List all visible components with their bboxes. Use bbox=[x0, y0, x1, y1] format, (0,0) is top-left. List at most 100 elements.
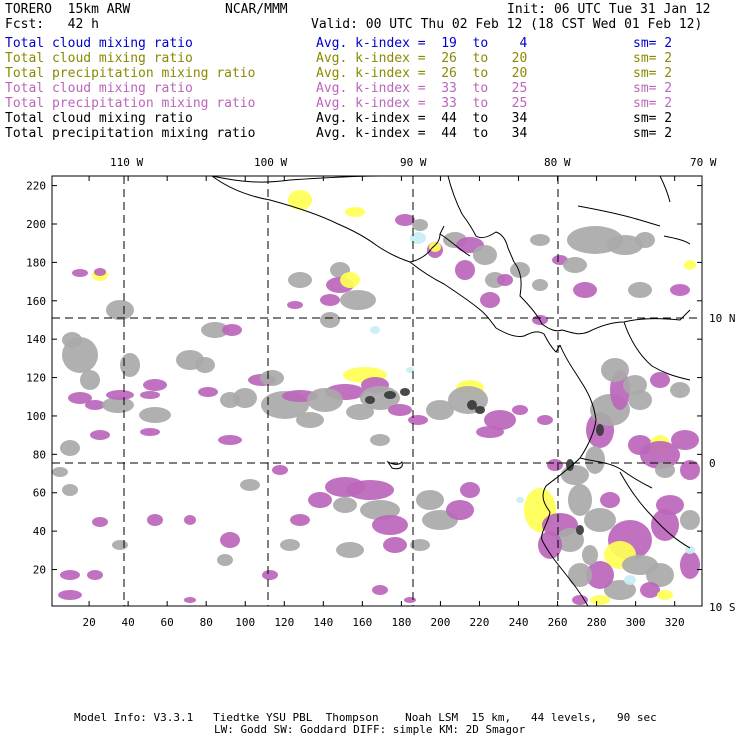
x-tick-label: 300 bbox=[626, 616, 646, 629]
top-lon-labels: 110 W 100 W 90 W 80 W 70 W bbox=[110, 156, 717, 169]
field-blob-gray bbox=[670, 382, 690, 398]
field-blob-purple bbox=[404, 597, 416, 603]
field-blob-gray bbox=[426, 400, 454, 420]
field-blob-gray bbox=[628, 390, 652, 410]
field-blob-purple bbox=[320, 294, 340, 306]
plot-frame bbox=[51, 175, 703, 607]
field-blob-purple bbox=[573, 282, 597, 298]
field-blob-purple bbox=[147, 514, 163, 526]
y-axis: 20 40 60 80 100 120 140 160 180 200 220 bbox=[26, 180, 702, 577]
field-blob-gray bbox=[336, 542, 364, 558]
field-blob-yellow bbox=[345, 207, 365, 217]
field-blob-purple bbox=[272, 465, 288, 475]
x-axis: 20 40 60 80 100 120 140 160 180 200 220 240 260 280 30… bbox=[82, 176, 685, 629]
field-blob-gray bbox=[260, 370, 284, 386]
field-blob-cyan bbox=[624, 575, 636, 585]
field-blob-gray bbox=[568, 563, 592, 587]
y-tick-label: 220 bbox=[26, 180, 46, 193]
field-blob-dark bbox=[576, 525, 584, 535]
field-blob-gray bbox=[280, 539, 300, 551]
field-blob-purple bbox=[512, 405, 528, 415]
field-blob-dark bbox=[365, 396, 375, 404]
field-blob-purple bbox=[87, 570, 103, 580]
legend-field: Total cloud mixing ratio bbox=[5, 51, 193, 66]
x-tick-label: 200 bbox=[431, 616, 451, 629]
lon-label-110w: 110 W bbox=[110, 156, 143, 169]
field-blob-purple bbox=[218, 435, 242, 445]
lat-label-10n: 10 N bbox=[709, 312, 736, 325]
right-lat-labels: 10 N 0 10 S bbox=[709, 312, 736, 614]
legend-kindex: Avg. k-index = 26 to 20 bbox=[316, 51, 528, 66]
x-tick-label: 40 bbox=[122, 616, 135, 629]
field-blob-yellow bbox=[288, 190, 312, 210]
field-blob-gray bbox=[62, 332, 82, 348]
field-blob-gray bbox=[60, 440, 80, 456]
coastline-haiti bbox=[663, 235, 691, 245]
field-blob-purple bbox=[455, 260, 475, 280]
field-blob-gray bbox=[217, 554, 233, 566]
field-blob-purple bbox=[388, 404, 412, 416]
legend-sm: sm= 2 bbox=[633, 96, 673, 111]
field-blob-cyan bbox=[685, 546, 695, 554]
lon-label-70w: 70 W bbox=[690, 156, 717, 169]
field-blob-purple bbox=[222, 324, 242, 336]
field-blob-cyan bbox=[516, 497, 524, 503]
field-blob-purple bbox=[547, 459, 563, 471]
field-blob-dark bbox=[467, 400, 477, 410]
field-blob-gray bbox=[473, 245, 497, 265]
field-blob-purple bbox=[308, 492, 332, 508]
field-blob-purple bbox=[92, 517, 108, 527]
field-blob-purple bbox=[680, 460, 700, 480]
field-blob-gray bbox=[102, 397, 134, 413]
field-blob-purple bbox=[484, 410, 516, 430]
field-blob-purple bbox=[480, 292, 500, 308]
coastline-cuba bbox=[577, 205, 661, 227]
field-blob-gray bbox=[585, 446, 605, 474]
field-layer bbox=[52, 190, 700, 605]
field-blob-purple bbox=[446, 500, 474, 520]
field-blob-gray bbox=[370, 434, 390, 446]
valid-time: Valid: 00 UTC Thu 02 Feb 12 (18 CST Wed … bbox=[311, 17, 703, 32]
field-blob-gray bbox=[556, 528, 584, 552]
legend-field: Total cloud mixing ratio bbox=[5, 111, 193, 126]
field-blob-gray bbox=[240, 479, 260, 491]
coastline-peru bbox=[541, 457, 589, 607]
field-blob-purple bbox=[670, 284, 690, 296]
field-blob-purple bbox=[600, 492, 620, 508]
field-blob-purple bbox=[143, 379, 167, 391]
field-blob-purple bbox=[395, 214, 415, 226]
coastline-central-america-pacific bbox=[409, 261, 561, 353]
init-time: Init: 06 UTC Tue 31 Jan 12 bbox=[507, 2, 711, 17]
coastline-colombia bbox=[559, 344, 597, 459]
border-colombia-ecuador bbox=[579, 457, 653, 489]
field-blob-purple bbox=[460, 482, 480, 498]
border-mexico-us bbox=[211, 175, 381, 183]
field-blob-gray bbox=[680, 510, 700, 530]
y-tick-label: 100 bbox=[26, 410, 46, 423]
field-blob-purple bbox=[586, 561, 614, 589]
field-blob-purple bbox=[651, 509, 679, 541]
legend-field: Total precipitation mixing ratio bbox=[5, 66, 256, 81]
field-blob-purple bbox=[184, 515, 196, 525]
field-blob-dark bbox=[596, 424, 604, 436]
y-tick-label: 120 bbox=[26, 372, 46, 385]
field-blob-gray bbox=[296, 412, 324, 428]
legend-kindex: Avg. k-index = 26 to 20 bbox=[316, 66, 528, 81]
forecast-hour: Fcst: 42 h bbox=[5, 17, 99, 32]
legend-field: Total cloud mixing ratio bbox=[5, 81, 193, 96]
field-blob-gray bbox=[288, 272, 312, 288]
legend-kindex: Avg. k-index = 19 to 4 bbox=[316, 36, 528, 51]
x-tick-label: 80 bbox=[200, 616, 213, 629]
field-blob-purple bbox=[220, 532, 240, 548]
field-blob-dark bbox=[566, 459, 574, 471]
field-blob-purple bbox=[476, 426, 504, 438]
legend-field: Total cloud mixing ratio bbox=[5, 36, 193, 51]
x-tick-label: 140 bbox=[313, 616, 333, 629]
lon-label-100w: 100 W bbox=[254, 156, 287, 169]
field-blob-purple bbox=[290, 514, 310, 526]
field-blob-yellow bbox=[657, 590, 673, 600]
field-blob-purple bbox=[538, 531, 562, 559]
x-tick-label: 120 bbox=[274, 616, 294, 629]
field-blob-gray bbox=[582, 545, 598, 565]
